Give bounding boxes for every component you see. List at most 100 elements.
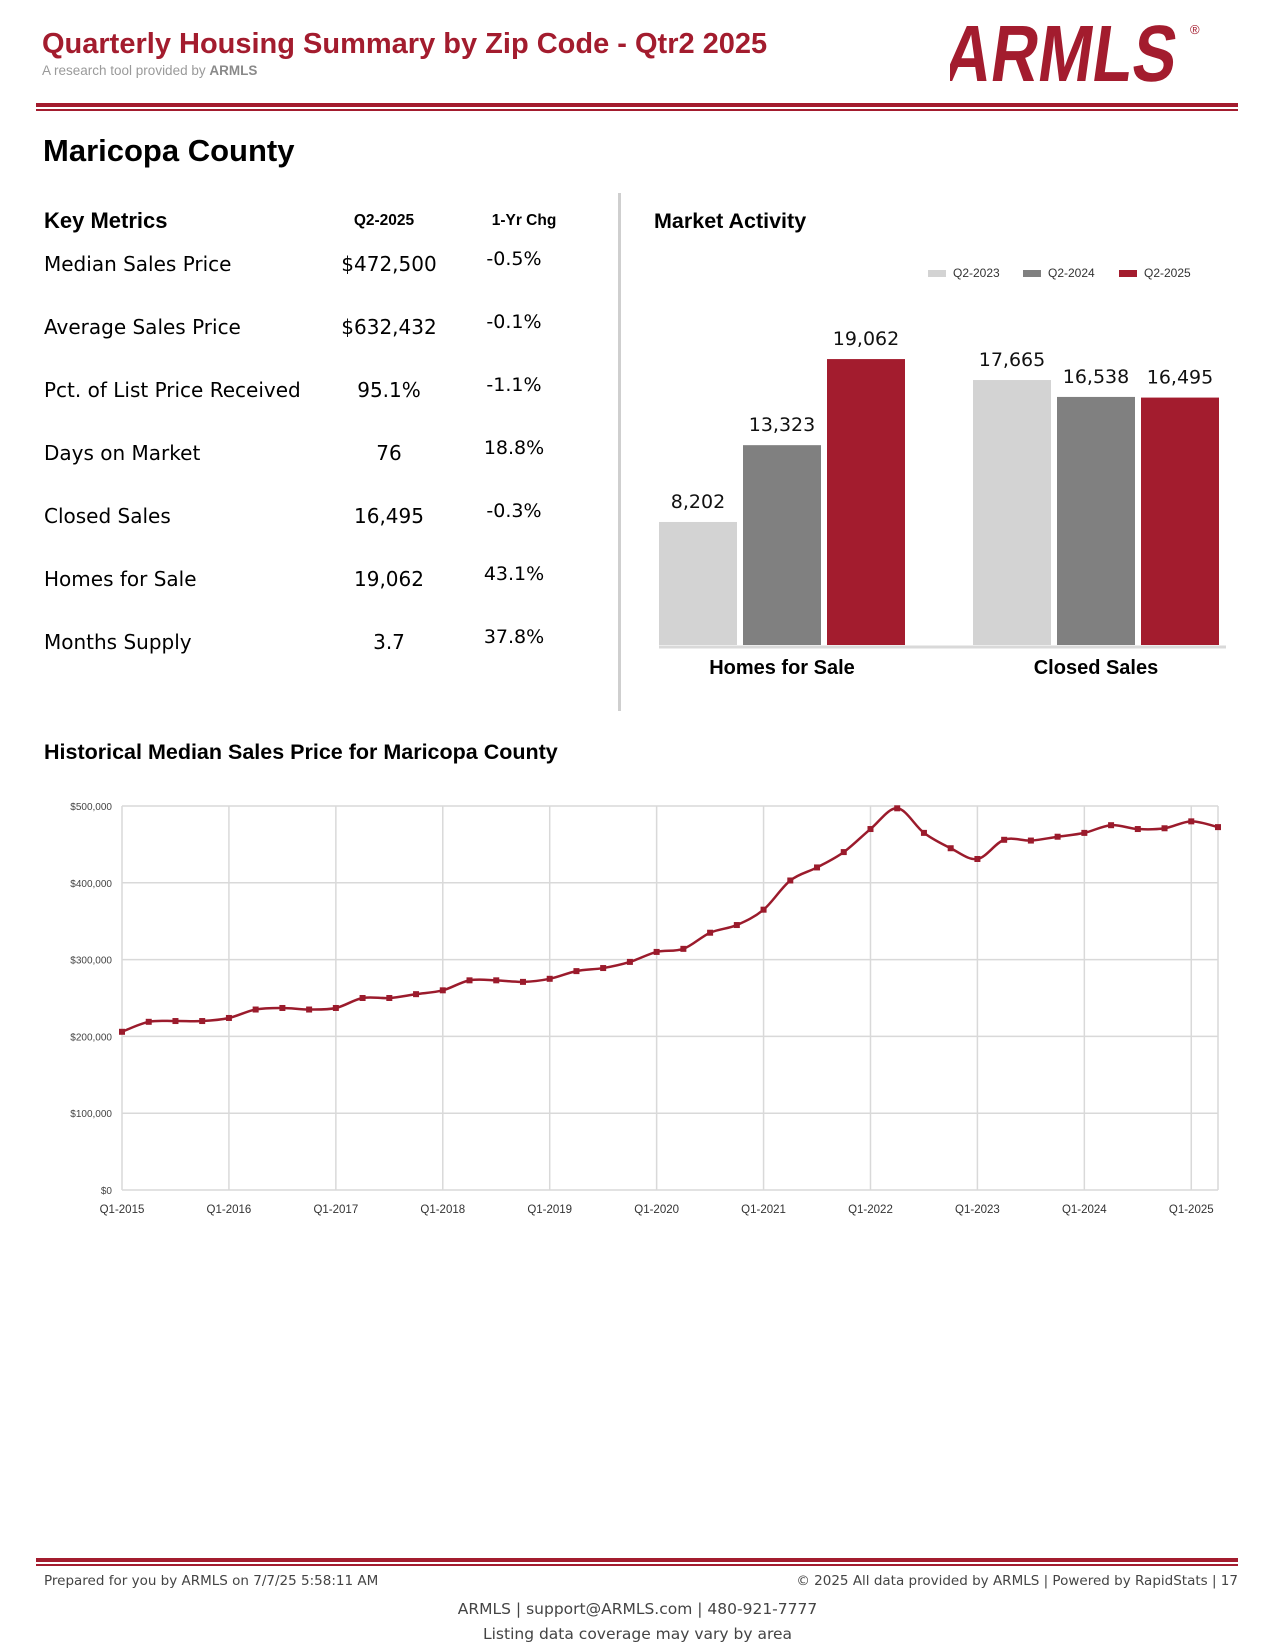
metric-value: $632,432 bbox=[341, 315, 437, 339]
registered-mark: ® bbox=[1190, 22, 1200, 37]
metric-change: -0.3% bbox=[486, 500, 542, 522]
metric-value: 3.7 bbox=[373, 630, 405, 654]
data-point bbox=[920, 829, 927, 836]
x-tick-label: Q1-2021 bbox=[741, 1204, 786, 1216]
metric-row-average-price: Average Sales Price $632,432 -0.1% bbox=[44, 311, 584, 345]
x-tick-label: Q1-2020 bbox=[634, 1204, 679, 1216]
y-tick-label: $0 bbox=[101, 1186, 113, 1197]
legend-label: Q2-2024 bbox=[1048, 266, 1095, 280]
x-tick-label: Q1-2023 bbox=[955, 1204, 1000, 1216]
data-point bbox=[626, 958, 633, 965]
metric-change: 43.1% bbox=[483, 563, 545, 585]
change-header: 1-Yr Chg bbox=[491, 212, 557, 229]
data-point bbox=[1134, 826, 1141, 833]
metric-value: $472,500 bbox=[341, 252, 437, 276]
data-point bbox=[172, 1018, 179, 1025]
area-name: Maricopa County bbox=[43, 133, 295, 168]
data-point bbox=[974, 855, 981, 862]
prepared-note: Prepared for you by ARMLS on 7/7/25 5:58… bbox=[44, 1573, 379, 1589]
data-point bbox=[519, 978, 526, 985]
logo-text: ARMLS bbox=[950, 18, 1183, 86]
footer-rule-thin bbox=[36, 1564, 1238, 1566]
data-point bbox=[1215, 824, 1221, 831]
report-title: Quarterly Housing Summary by Zip Code - … bbox=[42, 28, 768, 60]
data-point bbox=[386, 995, 393, 1001]
data-point bbox=[1188, 818, 1195, 825]
y-tick-label: $400,000 bbox=[70, 879, 112, 890]
metric-change: 37.8% bbox=[483, 626, 545, 648]
key-metrics-heading: Key Metrics bbox=[44, 208, 168, 233]
metric-label: Closed Sales bbox=[44, 504, 171, 528]
metric-change: -0.1% bbox=[486, 311, 542, 333]
metric-value: 19,062 bbox=[354, 567, 424, 591]
data-point bbox=[760, 906, 767, 913]
market-activity-title: Market Activity bbox=[654, 209, 807, 233]
current-period-header: Q2-2025 bbox=[353, 212, 415, 229]
bar bbox=[743, 445, 821, 645]
bar-value-label: 19,062 bbox=[833, 328, 899, 350]
data-point bbox=[840, 849, 847, 856]
metric-change: 18.8% bbox=[483, 437, 545, 459]
armls-logo: ARMLS ® bbox=[950, 18, 1200, 86]
bar bbox=[827, 359, 905, 645]
bar-value-label: 13,323 bbox=[749, 414, 815, 436]
data-point bbox=[359, 995, 366, 1001]
data-point bbox=[1054, 833, 1061, 840]
metric-label: Months Supply bbox=[44, 630, 192, 654]
copyright-note: © 2025 All data provided by ARMLS | Powe… bbox=[796, 1573, 1238, 1589]
metric-value: 95.1% bbox=[357, 378, 421, 402]
data-point bbox=[466, 977, 473, 984]
report-subtitle: A research tool provided by ARMLS bbox=[42, 63, 257, 78]
data-point bbox=[814, 864, 821, 871]
data-point bbox=[733, 922, 740, 929]
metric-label: Days on Market bbox=[44, 441, 201, 465]
legend-label: Q2-2023 bbox=[953, 266, 1000, 280]
x-tick-label: Q1-2017 bbox=[313, 1204, 358, 1216]
subtitle-text: A research tool provided by bbox=[42, 63, 206, 78]
data-point bbox=[119, 1028, 125, 1035]
data-point bbox=[894, 805, 901, 812]
market-activity-chart: Q2-2023 Q2-2024 Q2-2025 8,202 13,323 19,062 Ho… bbox=[659, 266, 1226, 679]
legend-swatch bbox=[1119, 270, 1137, 277]
data-point bbox=[1108, 822, 1115, 829]
data-point bbox=[867, 826, 874, 833]
data-point bbox=[1161, 825, 1168, 832]
metric-row-homes-for-sale: Homes for Sale 19,062 43.1% bbox=[44, 563, 584, 597]
data-point bbox=[225, 1014, 232, 1021]
data-point bbox=[199, 1018, 206, 1025]
x-tick-label: Q1-2025 bbox=[1169, 1204, 1214, 1216]
data-point bbox=[1027, 837, 1034, 844]
metric-row-closed-sales: Closed Sales 16,495 -0.3% bbox=[44, 500, 584, 534]
metric-row-days-on-market: Days on Market 76 18.8% bbox=[44, 437, 584, 471]
data-point bbox=[252, 1006, 259, 1013]
x-tick-label: Q1-2018 bbox=[420, 1204, 465, 1216]
data-point bbox=[279, 1004, 286, 1011]
data-point bbox=[413, 991, 420, 998]
bar-value-label: 16,538 bbox=[1063, 366, 1129, 388]
data-point bbox=[493, 977, 500, 984]
metric-label: Pct. of List Price Received bbox=[44, 378, 301, 402]
legend-label: Q2-2025 bbox=[1144, 266, 1191, 280]
legend-swatch bbox=[928, 270, 946, 277]
bar-value-label: 8,202 bbox=[671, 491, 725, 513]
category-label: Closed Sales bbox=[1034, 657, 1159, 679]
metric-row-pct-list-price: Pct. of List Price Received 95.1% -1.1% bbox=[44, 374, 584, 408]
median-price-line bbox=[121, 807, 1219, 1033]
bar bbox=[973, 380, 1051, 645]
category-label: Homes for Sale bbox=[709, 657, 855, 679]
metric-row-months-supply: Months Supply 3.7 37.8% bbox=[44, 626, 584, 660]
metric-row-median-price: Median Sales Price $472,500 -0.5% bbox=[44, 248, 584, 282]
data-point bbox=[145, 1018, 152, 1025]
bar bbox=[659, 521, 737, 645]
metric-label: Homes for Sale bbox=[44, 567, 197, 591]
x-tick-label: Q1-2015 bbox=[100, 1204, 145, 1216]
data-point bbox=[707, 929, 714, 936]
section-divider bbox=[618, 193, 621, 711]
bar-value-label: 16,495 bbox=[1147, 367, 1213, 389]
data-point bbox=[306, 1006, 313, 1013]
legend-swatch bbox=[1023, 270, 1041, 277]
data-point bbox=[546, 975, 553, 982]
x-tick-label: Q1-2022 bbox=[848, 1204, 893, 1216]
x-tick-label: Q1-2024 bbox=[1062, 1204, 1107, 1216]
data-point bbox=[332, 1004, 339, 1011]
